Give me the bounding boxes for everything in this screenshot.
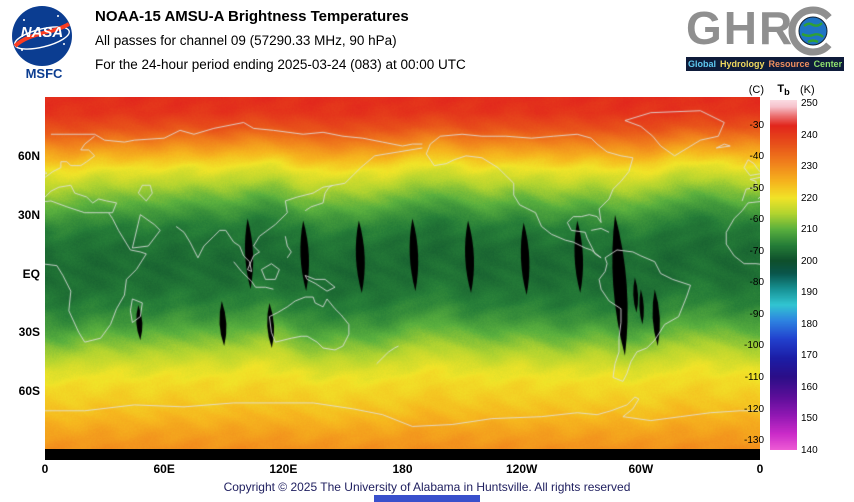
colorbar-unit-kelvin: (K) — [800, 84, 815, 96]
colorbar-title: Tb — [777, 83, 790, 98]
colorbar-kelvin-tick: 250 — [801, 98, 818, 110]
colorbar-celsius-tick: -130 — [743, 435, 764, 447]
lat-tick-label: 30S — [18, 325, 40, 340]
ghrc-globe-icon — [788, 6, 838, 56]
bottom-accent-bar — [374, 495, 480, 502]
colorbar-kelvin-tick: 240 — [801, 129, 818, 141]
lon-tick-label: 60E — [153, 462, 175, 476]
colorbar-celsius-tick: -30 — [749, 119, 764, 131]
colorbar-celsius-tick: -110 — [744, 372, 764, 383]
msfc-label: MSFC — [25, 66, 63, 81]
nasa-red-swoosh — [13, 22, 71, 48]
colorbar-celsius-tick: -120 — [743, 403, 764, 415]
colorbar-celsius-tick: -100 — [743, 340, 764, 352]
colorbar-kelvin-tick: 230 — [801, 161, 818, 173]
lat-tick-label: 60N — [17, 148, 40, 163]
colorbar-kelvin-tick: 140 — [801, 445, 818, 456]
ghrc-tagline-word: Center — [813, 59, 843, 69]
x-axis-bar — [45, 449, 760, 460]
copyright-text: Copyright © 2025 The University of Alaba… — [223, 480, 631, 494]
colorbar-celsius-tick: -50 — [749, 182, 764, 194]
colorbar-unit-celsius: (C) — [748, 84, 764, 96]
ghrc-tagline: Global Hydrology Resource Center — [686, 57, 844, 71]
colorbar-celsius-tick: -40 — [749, 151, 764, 163]
ghrc-tagline-word: Global — [688, 59, 717, 69]
colorbar-celsius-tick: -90 — [749, 308, 764, 320]
ghrc-logo[interactable]: GHR — [686, 2, 795, 54]
ghrc-tagline-word: Resource — [768, 59, 810, 69]
nasa-logo-disc — [12, 6, 72, 66]
lon-tick-label: 60W — [628, 462, 654, 476]
colorbar-kelvin-tick: 190 — [801, 287, 818, 299]
subtitle-period: For the 24-hour period ending 2025-03-24… — [95, 57, 466, 72]
lon-tick-label: 180 — [392, 462, 413, 476]
ghrc-tagline-word: Hydrology — [720, 59, 765, 69]
lat-tick-label: EQ — [22, 266, 40, 281]
colorbar-kelvin-tick: 170 — [801, 350, 818, 362]
colorbar-celsius-tick: -80 — [749, 277, 764, 289]
colorbar-kelvin-tick: 220 — [801, 192, 818, 204]
colorbar-kelvin-tick: 200 — [801, 255, 818, 267]
colorbar-celsius-tick: -60 — [749, 214, 764, 226]
colorbar-celsius-tick: -70 — [749, 245, 764, 257]
colorbar-kelvin-tick: 210 — [801, 224, 818, 236]
lon-tick-label: 120W — [505, 462, 538, 476]
colorbar-kelvin-tick: 180 — [801, 318, 818, 330]
subtitle-channel: All passes for channel 09 (57290.33 MHz,… — [95, 33, 397, 48]
lat-tick-label: 60S — [18, 384, 40, 399]
lon-tick-label: 0 — [756, 462, 764, 476]
colorbar — [770, 100, 797, 450]
nasa-wordmark: NASA — [21, 24, 64, 41]
nasa-logo[interactable]: NASA — [10, 4, 74, 68]
lon-tick-label: 120E — [269, 462, 298, 476]
lon-tick-label: 0 — [41, 462, 49, 476]
brightness-temperature-map — [45, 97, 760, 450]
lat-tick-label: 30N — [17, 207, 40, 222]
page-title: NOAA-15 AMSU-A Brightness Temperatures — [95, 8, 409, 25]
colorbar-kelvin-tick: 160 — [801, 381, 818, 393]
colorbar-kelvin-tick: 150 — [801, 413, 818, 425]
